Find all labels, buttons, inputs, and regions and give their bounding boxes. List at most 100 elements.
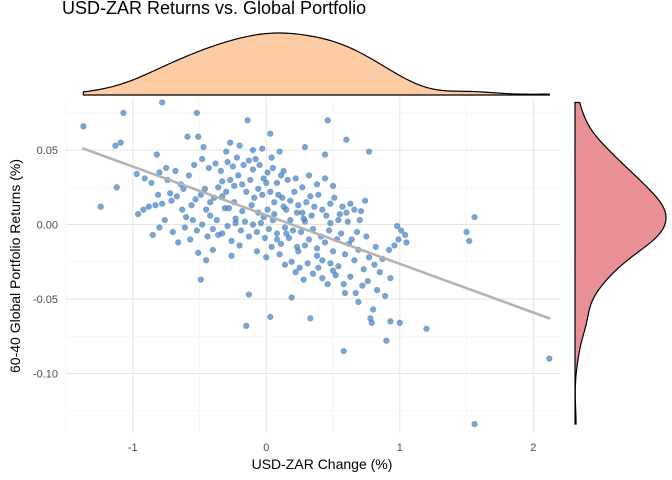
scatter-point — [194, 133, 202, 140]
scatter-point — [185, 172, 193, 179]
y-density-curve — [574, 101, 667, 425]
scatter-point — [293, 209, 301, 216]
scatter-point — [252, 155, 259, 163]
scatter-point — [319, 257, 326, 264]
scatter-point — [281, 261, 289, 268]
scatter-point — [268, 243, 275, 251]
scatter-point — [182, 213, 190, 221]
scatter-point — [284, 176, 291, 184]
scatter-point — [184, 133, 191, 140]
scatter-point — [324, 117, 331, 124]
scatter-point — [351, 257, 358, 264]
scatter-point — [321, 151, 329, 158]
scatter-point — [227, 176, 234, 184]
scatter-point — [356, 216, 363, 224]
scatter-point — [192, 196, 199, 203]
scatter-point — [361, 197, 369, 204]
scatter-point — [215, 231, 222, 239]
x-axis-title: USD-ZAR Change (%) — [252, 456, 393, 472]
scatter-point — [340, 280, 347, 288]
scatter-point — [249, 166, 257, 173]
scatter-point — [313, 245, 321, 252]
scatter-point — [401, 231, 409, 239]
scatter-point — [256, 161, 263, 169]
scatter-point — [357, 207, 365, 215]
scatter-point — [202, 257, 210, 264]
scatter-point — [296, 264, 303, 271]
scatter-point — [265, 225, 273, 233]
scatter-point — [299, 209, 306, 216]
scatter-point — [275, 191, 282, 198]
scatter-point — [325, 227, 333, 234]
scatter-point — [343, 209, 350, 216]
scatter-point — [273, 179, 281, 187]
scatter-point — [288, 258, 295, 265]
scatter-point — [263, 254, 270, 261]
scatter-point — [148, 179, 155, 187]
scatter-point — [395, 236, 402, 243]
scatter-point — [365, 148, 373, 155]
scatter-point — [305, 172, 313, 179]
scatter-point — [243, 322, 250, 329]
scatter-point — [283, 230, 290, 237]
scatter-point — [217, 167, 225, 175]
scatter-point — [225, 204, 233, 212]
scatter-point — [259, 145, 266, 152]
scatter-point — [243, 188, 250, 196]
x-tick-label: 0 — [263, 442, 269, 454]
scatter-point — [97, 203, 104, 210]
scatter-point — [113, 184, 120, 191]
scatter-point — [223, 148, 230, 155]
scatter-point — [281, 224, 289, 231]
scatter-point — [289, 227, 297, 234]
scatter-point — [206, 199, 214, 206]
regression-line-group — [82, 147, 551, 320]
scatter-point — [253, 248, 261, 255]
scatter-point — [239, 207, 246, 215]
scatter-point — [204, 233, 211, 240]
scatter-point — [364, 277, 371, 285]
scatter-point — [301, 242, 309, 249]
scatter-point — [287, 197, 294, 204]
scatter-point — [267, 313, 274, 321]
scatter-point — [229, 163, 237, 170]
scatter-point — [169, 228, 177, 236]
scatter-point — [295, 202, 302, 209]
scatter-point — [277, 172, 285, 179]
scatter-point — [140, 206, 147, 213]
scatter-point — [299, 184, 306, 191]
scatter-point — [341, 251, 349, 258]
scatter-point — [348, 236, 355, 243]
scatter-point — [352, 289, 359, 297]
scatter-point — [347, 273, 354, 280]
scatter-point — [336, 210, 343, 218]
scatter-point — [331, 194, 338, 201]
scatter-point — [259, 191, 266, 198]
scatter-point — [329, 248, 337, 255]
scatter-point — [347, 200, 354, 207]
scatter-point — [233, 154, 241, 161]
scatter-point — [168, 197, 175, 204]
y-tick-label: -0.05 — [33, 294, 58, 306]
scatter-point — [244, 117, 251, 124]
scatter-point — [343, 136, 350, 143]
scatter-point — [340, 347, 347, 355]
scatter-point — [253, 228, 261, 236]
scatter-point — [245, 291, 253, 298]
scatter-point — [359, 282, 366, 289]
scatter-point — [149, 231, 156, 239]
scatter-point — [276, 148, 283, 155]
scatter-point — [232, 219, 239, 227]
y-axis-title: 60-40 Global Portfolio Returns (%) — [7, 159, 23, 373]
scatter-point — [134, 210, 142, 218]
scatter-point — [373, 286, 381, 294]
scatter-point — [133, 170, 140, 178]
scatter-point — [277, 240, 285, 248]
x-tick-label: 1 — [397, 442, 403, 454]
scatter-point — [161, 216, 169, 224]
scatter-point — [372, 243, 379, 251]
scatter-point — [198, 221, 206, 228]
scatter-point — [307, 315, 314, 322]
scatter-point — [335, 263, 342, 270]
scatter-point — [273, 236, 281, 243]
